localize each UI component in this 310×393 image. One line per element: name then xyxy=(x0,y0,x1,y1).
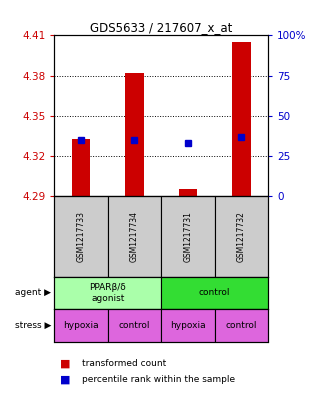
Bar xyxy=(215,196,268,277)
Bar xyxy=(54,277,161,309)
Bar xyxy=(54,196,108,277)
Text: hypoxia: hypoxia xyxy=(170,321,206,330)
Bar xyxy=(54,309,108,342)
Text: PPARβ/δ
agonist: PPARβ/δ agonist xyxy=(89,283,126,303)
Text: ■: ■ xyxy=(60,374,71,384)
Bar xyxy=(108,196,161,277)
Bar xyxy=(161,309,215,342)
Bar xyxy=(161,196,215,277)
Bar xyxy=(215,309,268,342)
Text: control: control xyxy=(119,321,150,330)
Text: transformed count: transformed count xyxy=(82,359,166,368)
Title: GDS5633 / 217607_x_at: GDS5633 / 217607_x_at xyxy=(90,21,232,34)
Bar xyxy=(232,42,251,196)
Bar xyxy=(72,139,90,196)
Text: GSM1217734: GSM1217734 xyxy=(130,211,139,262)
Text: hypoxia: hypoxia xyxy=(63,321,99,330)
Bar xyxy=(161,277,268,309)
Text: percentile rank within the sample: percentile rank within the sample xyxy=(82,375,235,384)
Text: agent ▶: agent ▶ xyxy=(15,288,51,298)
Text: stress ▶: stress ▶ xyxy=(15,321,51,330)
Text: ■: ■ xyxy=(60,358,71,369)
Text: GSM1217731: GSM1217731 xyxy=(184,211,193,262)
Text: GSM1217732: GSM1217732 xyxy=(237,211,246,262)
Bar xyxy=(108,309,161,342)
Text: control: control xyxy=(226,321,257,330)
Bar xyxy=(179,189,197,196)
Text: GSM1217733: GSM1217733 xyxy=(77,211,86,262)
Text: control: control xyxy=(199,288,230,298)
Bar xyxy=(125,73,144,196)
